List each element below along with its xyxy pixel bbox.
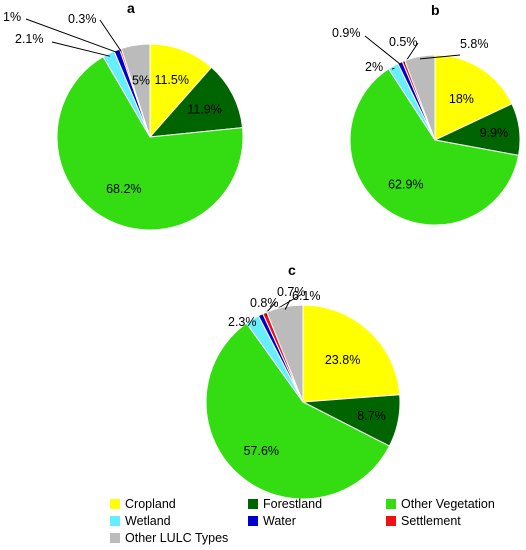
pie-b-slice-other-vegetation bbox=[349, 68, 520, 226]
legend-item-forestland: Forestland bbox=[248, 497, 322, 511]
pie-a-label-wetland: 2.1% bbox=[15, 32, 44, 46]
pie-chart-c: 23.8% 8.7% 57.6% 2.3% 0.8%0.7%6.1% c bbox=[205, 262, 401, 500]
pie-a-label-other-lulc-types: 5% bbox=[132, 74, 150, 88]
legend-item-wetland: Wetland bbox=[110, 514, 171, 528]
pie-a-slice-other-lulc-types bbox=[120, 43, 151, 138]
pie-chart-b: 18% 9.9% 62.9% 2% 0.9% 0.5% 5.8% b bbox=[332, 2, 521, 226]
pie-b-slice-other-lulc-types bbox=[404, 54, 436, 141]
pie-a-label-cropland: 11.5% bbox=[154, 73, 189, 87]
legend-swatch-forestland bbox=[248, 499, 258, 509]
pie-b-label-settlement: 0.5% bbox=[389, 35, 418, 49]
pie-c-label-other-vegetation: 57.6% bbox=[244, 444, 279, 458]
pie-c-slice-cropland bbox=[302, 304, 401, 403]
legend-swatch-other-lulc-types bbox=[110, 533, 120, 543]
pie-a-slice-forestland bbox=[148, 66, 244, 138]
pie-b-label-forestland: 9.9% bbox=[480, 126, 509, 140]
pie-c-label-cropland: 23.8% bbox=[325, 353, 360, 367]
pie-c-slice-other-vegetation bbox=[205, 322, 391, 500]
legend-label-wetland: Wetland bbox=[125, 514, 171, 528]
pie-c-label-water: 0.8% bbox=[250, 296, 279, 310]
pie-c-label-forestland: 8.7% bbox=[357, 409, 386, 423]
pie-c-label-wetland: 2.3% bbox=[228, 315, 257, 329]
pie-b-label-other-vegetation: 62.9% bbox=[388, 177, 423, 191]
legend-label-forestland: Forestland bbox=[263, 497, 323, 511]
legend-swatch-other-vegetation bbox=[386, 499, 396, 509]
pie-a-leader-water bbox=[25, 18, 118, 54]
legend-label-water: Water bbox=[263, 514, 296, 528]
panel-label-b: b bbox=[431, 2, 440, 18]
legend-label-other-vegetation: Other Vegetation bbox=[401, 497, 495, 511]
legend-swatch-wetland bbox=[110, 516, 120, 526]
pie-chart-a: 11.5% 11.9% 68.2% 2.1% 1% 0.3% 5% a bbox=[3, 0, 244, 231]
pie-b-slice-cropland bbox=[434, 54, 513, 141]
pie-c-label-other-lulc-types: 6.1% bbox=[292, 289, 321, 303]
legend-swatch-water bbox=[248, 516, 258, 526]
pie-b-label-cropland: 18% bbox=[449, 92, 474, 106]
pie-b-leader-wetland bbox=[391, 67, 395, 70]
legend-item-other-lulc-types: Other LULC Types bbox=[110, 531, 228, 545]
pie-a-slice-cropland bbox=[149, 43, 213, 139]
pie-b-leader-water bbox=[364, 35, 402, 66]
pie-b-label-other-lulc-types: 5.8% bbox=[460, 37, 489, 51]
legend-label-other-lulc-types: Other LULC Types bbox=[125, 531, 229, 545]
legend-item-water: Water bbox=[248, 514, 296, 528]
pie-a-leader-wetland bbox=[51, 41, 110, 57]
pie-b-leader-other-lulc-types bbox=[420, 54, 461, 60]
pie-a-label-other-vegetation: 68.2% bbox=[106, 182, 141, 196]
pie-a-leader-settlement bbox=[99, 19, 122, 52]
pie-b-label-water: 0.9% bbox=[332, 26, 361, 40]
legend-swatch-cropland bbox=[110, 499, 120, 509]
pie-b-label-wetland: 2% bbox=[365, 60, 383, 74]
legend-label-cropland: Cropland bbox=[125, 497, 176, 511]
pie-c-label-settlement: 0.7% bbox=[277, 285, 306, 299]
pie-c-leader-other-lulc-types bbox=[284, 299, 291, 310]
pie-a-label-settlement: 0.3% bbox=[68, 12, 97, 26]
pie-a-slice-other-vegetation bbox=[56, 55, 244, 231]
legend-item-cropland: Cropland bbox=[110, 497, 176, 511]
legend-swatch-settlement bbox=[386, 516, 396, 526]
legend-item-settlement: Settlement bbox=[386, 514, 461, 528]
pie-a-label-forestland: 11.9% bbox=[187, 103, 222, 117]
pie-c-slice-other-lulc-types bbox=[266, 304, 304, 403]
legend-item-other-vegetation: Other Vegetation bbox=[386, 497, 495, 511]
legend-label-settlement: Settlement bbox=[401, 514, 461, 528]
panel-label-a: a bbox=[127, 0, 135, 16]
pie-a-label-water: 1% bbox=[3, 10, 21, 24]
panel-label-c: c bbox=[288, 262, 296, 278]
